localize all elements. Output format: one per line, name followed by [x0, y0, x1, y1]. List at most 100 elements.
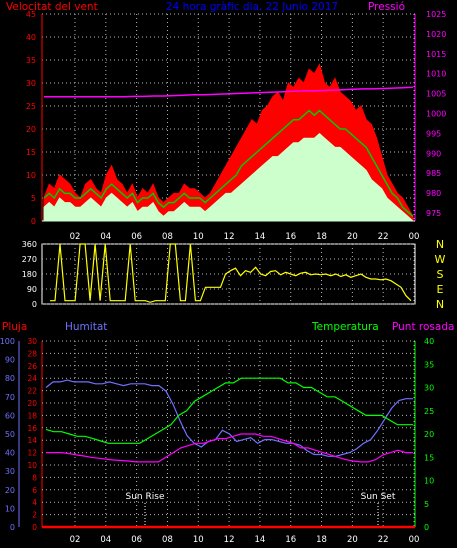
pressure-y-tick: 1015 — [426, 50, 446, 59]
humidity-y-tick: 40 — [5, 449, 15, 458]
sun-set-label: Sun Set — [361, 492, 396, 502]
pressure-y-tick: 980 — [426, 189, 441, 198]
wind-x-tick: 10 — [193, 232, 204, 242]
rain-y-tick: 20 — [27, 399, 37, 408]
wind-y-tick: 0 — [31, 217, 36, 226]
compass-label: N — [436, 238, 444, 251]
humidity-axis-title: Humitat — [65, 321, 107, 333]
compass-label: N — [436, 298, 444, 311]
temperature-y-tick: 15 — [424, 453, 434, 462]
sun-rise-label: Sun Rise — [126, 492, 165, 502]
direction-series — [50, 243, 412, 303]
climate-x-tick: 06 — [131, 535, 142, 544]
rain-y-tick: 4 — [32, 498, 37, 507]
compass-label: W — [435, 253, 446, 266]
climate-x-tick: 18 — [316, 535, 327, 544]
humidity-y-tick: 10 — [5, 504, 15, 513]
wind-y-tick: 5 — [31, 194, 36, 203]
pressure-axis-title: Pressió — [368, 1, 405, 13]
climate-x-tick: 14 — [254, 535, 265, 544]
humidity-y-tick: 90 — [5, 356, 15, 365]
climate-series — [42, 377, 415, 529]
rain-y-tick: 24 — [27, 374, 37, 383]
climate-x-tick: 02 — [70, 535, 81, 544]
climate-tick-labels: 1009080706050403020100302826242220181614… — [0, 337, 434, 545]
rain-y-tick: 28 — [27, 349, 37, 358]
rain-y-tick: 14 — [27, 436, 37, 445]
climate-x-tick: 08 — [162, 535, 173, 544]
rain-y-tick: 12 — [27, 449, 37, 458]
compass-label: S — [437, 268, 444, 281]
direction-line — [50, 243, 412, 303]
climate-x-tick: 04 — [100, 535, 111, 544]
humidity-y-tick: 70 — [5, 393, 15, 402]
direction-y-tick: 360 — [22, 240, 37, 249]
rain-y-tick: 18 — [27, 411, 37, 420]
wind-x-tick: 02 — [70, 232, 81, 242]
temperature-y-tick: 30 — [424, 384, 434, 393]
dew-point-axis-title: Punt rosada — [392, 321, 454, 333]
wind-y-tick: 10 — [26, 171, 36, 180]
pressure-y-tick: 995 — [426, 129, 441, 138]
wind-x-tick: 08 — [162, 232, 173, 242]
climate-x-tick: 20 — [347, 535, 358, 544]
chart-title: 24 hora gràfic dia, 22 Junio 2017 — [166, 1, 338, 13]
compass-label: E — [437, 283, 444, 296]
temperature-y-tick: 35 — [424, 360, 434, 369]
rain-y-tick: 6 — [32, 486, 37, 495]
direction-grid — [41, 243, 416, 305]
wind-y-tick: 25 — [26, 102, 36, 111]
wind-min-area — [43, 132, 415, 222]
temperature-y-tick: 40 — [424, 337, 434, 346]
wind-x-tick: 00 — [409, 232, 420, 242]
wind-y-tick: 15 — [26, 148, 36, 157]
temperature-y-tick: 5 — [424, 500, 429, 509]
rain-y-tick: 30 — [27, 337, 37, 346]
pressure-y-tick: 1025 — [426, 10, 446, 19]
rain-y-tick: 8 — [32, 473, 37, 482]
wind-x-tick: 12 — [224, 232, 235, 242]
humidity-line — [45, 379, 413, 457]
dew-point-line — [46, 433, 413, 463]
wind-series — [43, 63, 415, 222]
direction-y-tick: 270 — [22, 255, 37, 264]
wind-tick-labels: 4540353025201510501025102010151010100510… — [26, 10, 447, 242]
climate-x-tick: 12 — [224, 535, 235, 544]
wind-x-tick: 18 — [316, 232, 327, 242]
humidity-y-tick: 50 — [5, 430, 15, 439]
wind-y-tick: 30 — [26, 79, 36, 88]
pressure-y-tick: 1010 — [426, 70, 446, 79]
humidity-y-tick: 30 — [5, 467, 15, 476]
pressure-line — [44, 86, 414, 98]
wind-y-tick: 35 — [26, 56, 36, 65]
humidity-y-tick: 100 — [0, 337, 15, 346]
temperature-y-tick: 20 — [424, 430, 434, 439]
humidity-y-tick: 20 — [5, 486, 15, 495]
temperature-y-tick: 25 — [424, 407, 434, 416]
rain-y-tick: 2 — [32, 511, 37, 520]
rain-y-tick: 10 — [27, 461, 37, 470]
pressure-y-tick: 1020 — [426, 30, 446, 39]
pressure-y-tick: 975 — [426, 209, 441, 218]
humidity-y-tick: 80 — [5, 374, 15, 383]
wind-x-tick: 20 — [347, 232, 358, 242]
rain-axis-title: Pluja — [2, 321, 27, 333]
temperature-y-tick: 10 — [424, 477, 434, 486]
rain-y-tick: 16 — [27, 424, 37, 433]
direction-y-tick: 180 — [22, 270, 37, 279]
wind-speed-axis-title: Velocitat del vent — [6, 1, 98, 13]
rain-y-tick: 26 — [27, 362, 37, 371]
climate-x-tick: 00 — [409, 535, 420, 544]
direction-y-tick: 0 — [32, 300, 37, 309]
wind-x-tick: 04 — [100, 232, 111, 242]
rain-y-tick: 0 — [32, 523, 37, 532]
wind-y-tick: 45 — [26, 10, 36, 19]
direction-y-tick: 90 — [27, 285, 37, 294]
temperature-line — [45, 377, 413, 444]
temperature-axis-title: Temperatura — [311, 321, 379, 333]
pressure-y-tick: 985 — [426, 169, 441, 178]
humidity-y-tick: 0 — [10, 523, 15, 532]
